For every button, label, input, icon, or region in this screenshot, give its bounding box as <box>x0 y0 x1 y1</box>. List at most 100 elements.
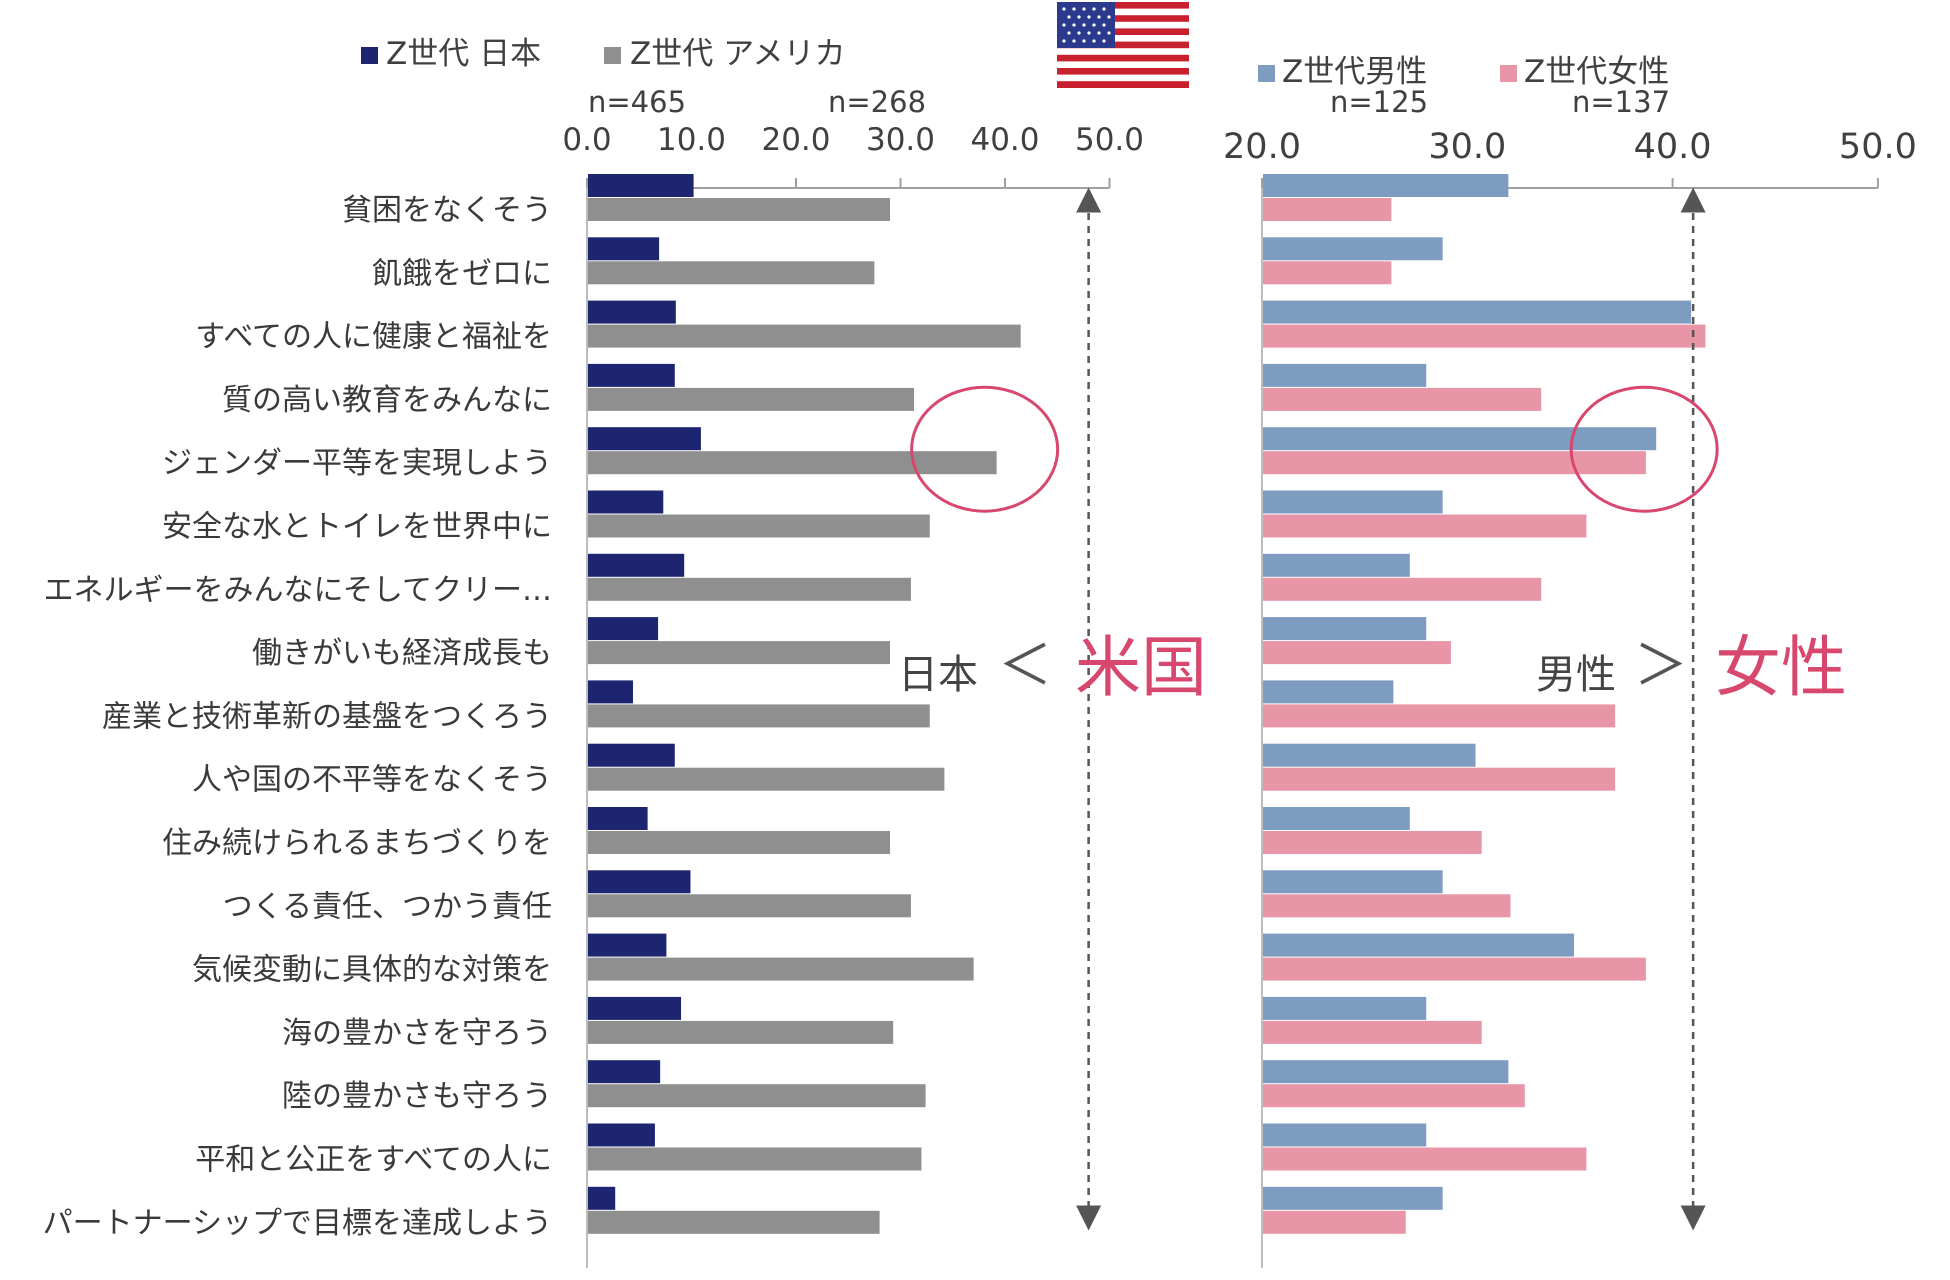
left-highlight-circle <box>910 385 1060 513</box>
right-highlight-circle <box>1569 385 1719 513</box>
right-bar-series1 <box>1263 996 1427 1020</box>
right-bar-series2 <box>1263 261 1392 285</box>
right-bar-series1 <box>1263 174 1509 197</box>
right-bar-series2 <box>1263 451 1646 475</box>
left-bar-series2 <box>588 704 930 728</box>
comparison-left: 日本 ＜ 米国 <box>898 629 1207 706</box>
category-label: 貧困をなくそう <box>342 193 552 228</box>
left-bar-series2 <box>588 1210 880 1234</box>
comparison-right-symbol: ＞ <box>1634 634 1688 697</box>
legend-label-japan: Z世代 日本 <box>386 36 541 72</box>
category-label: ジェンダー平等を実現しよう <box>162 446 552 481</box>
left-bar-series2 <box>588 1147 922 1171</box>
left-bar-series1 <box>588 870 691 894</box>
category-label: パートナーシップで目標を達成しよう <box>43 1206 552 1241</box>
right-bar-series2 <box>1263 577 1542 601</box>
category-label: 気候変動に具体的な対策を <box>192 953 552 988</box>
left-bar-series1 <box>588 174 694 197</box>
right-bar-series2 <box>1263 831 1482 854</box>
right-bar-series2 <box>1263 894 1511 918</box>
right-bar-series2 <box>1263 514 1587 538</box>
n-label-japan: n=465 <box>588 85 686 119</box>
right-bar-series1 <box>1263 553 1410 577</box>
left-bar-series1 <box>588 1060 661 1084</box>
left-bar-series1 <box>588 300 676 324</box>
left-tick-label: 40.0 <box>970 122 1039 158</box>
right-bar-series2 <box>1263 641 1451 665</box>
left-bar-series2 <box>588 324 1021 348</box>
category-label: すべての人に健康と福祉を <box>195 320 552 355</box>
left-bar-series2 <box>588 451 997 475</box>
left-bar-series1 <box>588 617 659 641</box>
left-bar-series1 <box>588 807 648 830</box>
category-label: 海の豊かさを守ろう <box>282 1016 552 1051</box>
category-label: 産業と技術革新の基盤をつくろう <box>102 699 552 734</box>
left-bar-series2 <box>588 831 891 854</box>
right-bar-series2 <box>1263 957 1646 981</box>
right-bar-series2 <box>1263 1020 1482 1044</box>
category-label: 質の高い教育をみんなに <box>222 383 552 418</box>
right-bar-series2 <box>1263 704 1616 728</box>
left-bar-series2 <box>588 767 945 791</box>
comparison-right: 男性 ＞ 女性 <box>1536 629 1847 706</box>
category-label: 働きがいも経済成長も <box>252 636 552 671</box>
left-bar-series1 <box>588 363 675 387</box>
left-bar-series2 <box>588 1084 926 1108</box>
legend-swatch-usa <box>604 47 621 64</box>
right-chart: 20.0 30.0 40.0 50.0 <box>1223 127 1917 1268</box>
category-label: 陸の豊かさも守ろう <box>282 1079 552 1114</box>
right-bar-series2 <box>1263 198 1392 221</box>
left-bar-series2 <box>588 957 974 981</box>
left-tick-label: 30.0 <box>866 122 935 158</box>
category-label: 安全な水とトイレを世界中に <box>162 510 552 545</box>
left-tick-label: 20.0 <box>761 122 830 158</box>
left-bar-series1 <box>588 553 685 577</box>
legend-label-female: Z世代女性 <box>1524 54 1669 90</box>
right-bar-series2 <box>1263 1084 1525 1108</box>
right-bar-series1 <box>1263 870 1443 894</box>
comparison-right-highlight: 女性 <box>1715 629 1847 706</box>
left-chart: 0.0 10.0 20.0 30.0 40.0 50.0 <box>562 122 1144 1268</box>
n-label-male: n=125 <box>1330 85 1428 119</box>
legend-right: Z世代男性 Z世代女性 n=125 n=137 <box>1258 54 1670 119</box>
left-bar-series1 <box>588 237 660 261</box>
left-bar-series2 <box>588 261 875 285</box>
right-bar-series1 <box>1263 363 1427 387</box>
legend-left: Z世代 日本 Z世代 アメリカ n=465 n=268 <box>361 36 926 119</box>
right-bar-series1 <box>1263 300 1692 324</box>
legend-label-usa: Z世代 アメリカ <box>630 36 846 72</box>
right-bar-series2 <box>1263 767 1616 791</box>
left-bar-series2 <box>588 641 891 665</box>
category-label: 飢餓をゼロに <box>372 256 552 291</box>
right-bar-series1 <box>1263 427 1657 451</box>
right-bar-series1 <box>1263 1186 1443 1210</box>
left-bar-series2 <box>588 514 930 538</box>
right-bar-series1 <box>1263 237 1443 261</box>
right-bar-series1 <box>1263 680 1394 704</box>
left-bar-series1 <box>588 933 667 957</box>
left-bar-series2 <box>588 387 915 411</box>
right-bar-series1 <box>1263 743 1476 767</box>
left-bar-series2 <box>588 198 891 221</box>
legend-swatch-male <box>1258 65 1275 82</box>
left-bar-series1 <box>588 427 701 451</box>
comparison-left-symbol: ＜ <box>998 634 1052 697</box>
left-bar-series1 <box>588 1186 616 1210</box>
us-flag-icon <box>1057 2 1189 88</box>
legend-swatch-japan <box>361 47 378 64</box>
right-bar-series1 <box>1263 617 1427 641</box>
category-label: つくる責任、つかう責任 <box>223 889 552 924</box>
comparison-left-label: 日本 <box>898 652 978 698</box>
right-bar-series1 <box>1263 933 1575 957</box>
left-bar-series1 <box>588 490 664 514</box>
right-bar-series1 <box>1263 1060 1509 1084</box>
right-bar-series1 <box>1263 490 1443 514</box>
right-bar-series2 <box>1263 1210 1406 1234</box>
right-bar-series1 <box>1263 807 1410 830</box>
right-tick-label: 20.0 <box>1223 127 1301 167</box>
legend-swatch-female <box>1500 65 1517 82</box>
legend-label-male: Z世代男性 <box>1282 54 1427 90</box>
comparison-left-highlight: 米国 <box>1075 629 1207 706</box>
right-bar-series2 <box>1263 387 1542 411</box>
left-bar-series2 <box>588 577 911 601</box>
